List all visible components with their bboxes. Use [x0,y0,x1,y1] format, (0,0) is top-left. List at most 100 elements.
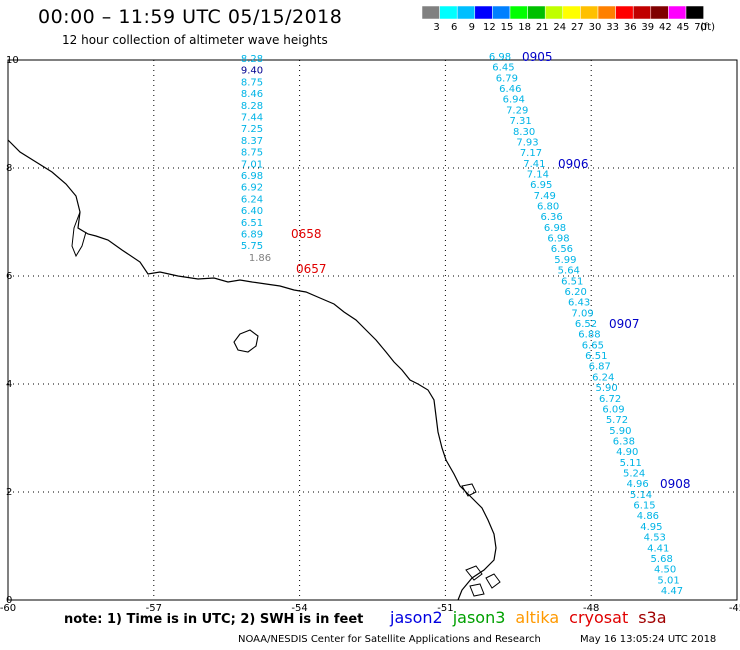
credit-line: NOAA/NESDIS Center for Satellite Applica… [238,634,541,645]
wave-height-value: 4.90 [616,447,638,458]
wave-height-value: 6.38 [613,436,635,447]
wave-height-value: 6.15 [633,501,655,512]
scale-tick-label: 39 [641,22,654,33]
wave-height-value: 6.24 [592,372,614,383]
plot-frame [7,59,738,601]
wave-height-value: 6.24 [241,194,263,205]
y-tick-label: 2 [6,487,12,498]
wave-height-value: 6.56 [551,244,573,255]
scale-swatch [650,5,669,20]
pass-label-0907: 0907 [609,317,640,331]
scale-swatch [597,5,616,20]
wave-height-value: 4.53 [644,533,666,544]
x-axis-ticks: -60 -57 -54 -51 -48 -45 [0,603,740,614]
wave-height-value: 7.14 [527,169,549,180]
y-tick-label: 10 [6,55,19,66]
y-tick-label: 0 [6,595,12,606]
pass-label-0657: 0657 [296,262,327,276]
wave-height-value: 5.14 [630,490,652,501]
wave-height-value: 5.75 [241,241,263,252]
pass-label-0658: 0658 [291,227,322,241]
scale-swatch [544,5,564,20]
pass-labels: 0905 0906 0907 0908 0658 0657 [291,50,691,491]
wave-height-value: 8.30 [513,127,535,138]
wave-height-value: 6.79 [496,73,518,84]
wave-height-value: 4.96 [626,479,648,490]
wave-height-value: 5.99 [554,255,576,266]
coastline [7,139,497,601]
wave-height-value: 4.41 [647,543,669,554]
scale-tick-label: 9 [469,22,475,33]
wave-height-value: 7.93 [516,137,538,148]
wave-height-value: 5.24 [623,469,645,480]
island [233,329,259,353]
scale-tick-label: 24 [553,22,566,33]
x-tick-label: -57 [146,603,162,614]
footer-note: note: 1) Time is in UTC; 2) SWH is in fe… [64,612,364,627]
wave-height-value: 6.98 [241,171,263,182]
wave-height-value: 5.68 [651,554,673,565]
wave-height-value: 6.51 [241,218,263,229]
wave-height-value: 6.51 [585,351,607,362]
wave-height-value: 6.92 [241,183,263,194]
satellite-legend-cryosat: cryosat [569,608,629,627]
scale-tick-label: 6 [451,22,457,33]
satellite-legend-jason2: jason2 [390,608,443,627]
wave-height-value: 6.20 [565,287,587,298]
wave-height-value: 6.52 [575,319,597,330]
wave-height-value: 6.95 [530,180,552,191]
wave-height-value: 4.86 [637,511,659,522]
scale-swatch [456,5,476,20]
scale-tick-label: 3 [433,22,439,33]
wave-height-value: 8.28 [241,54,263,65]
wave-height-value: 6.36 [540,212,562,223]
wave-height-color-scale: 3 6 9 12 15 18 21 24 27 30 33 36 39 42 45 70 [421,5,707,33]
scale-swatch [580,5,599,20]
wave-height-value: 9.40 [241,66,263,77]
wave-height-value: 6.65 [582,340,604,351]
wave-height-value: 6.89 [241,230,263,241]
pass-label-0908: 0908 [660,477,691,491]
satellite-legend: jason2 jason3 altika cryosat s3a [390,608,677,627]
wave-height-value: 6.72 [599,394,621,405]
scale-swatch [685,5,704,20]
scale-tick-label: 42 [659,22,672,33]
scale-tick-label: 15 [501,22,514,33]
wave-height-value: 7.44 [241,113,263,124]
scale-tick-label: 21 [536,22,549,33]
wave-height-value: 4.95 [640,522,662,533]
wave-height-value: 5.90 [596,383,618,394]
pass-label-0906: 0906 [558,157,589,171]
satellite-legend-s3a: s3a [638,608,667,627]
wave-height-value: 6.80 [537,202,559,213]
scale-swatch [509,5,528,20]
y-axis-ticks: 0 2 4 6 8 10 [6,55,19,606]
altimeter-track-west: 8.289.408.758.468.287.447.258.378.757.01… [241,54,271,264]
island-small [461,483,477,497]
wave-height-value: 7.09 [571,308,593,319]
wave-height-value: 6.87 [589,362,611,373]
wave-height-value: 6.98 [544,223,566,234]
scale-swatch [615,5,634,20]
scale-swatch [439,5,458,20]
wave-height-value: 8.28 [241,101,263,112]
scale-tick-label: 45 [677,22,690,33]
map-title: 00:00 – 11:59 UTC 05/15/2018 [38,6,343,28]
scale-swatch [527,5,546,20]
wave-height-value: 7.41 [523,159,545,170]
wave-height-value: 5.11 [620,458,642,469]
altimeter-track-east: 6.986.456.796.466.947.297.318.307.937.17… [489,52,683,597]
scale-swatch [668,5,687,20]
y-tick-label: 4 [6,379,12,390]
wave-height-value: 8.37 [241,136,263,147]
generated-timestamp: May 16 13:05:24 UTC 2018 [580,634,717,645]
wave-height-value: 5.64 [558,266,580,277]
x-tick-label: -48 [583,603,599,614]
scale-tick-label: 27 [571,22,584,33]
x-tick-label: -60 [0,603,16,614]
wave-height-value: 6.46 [499,84,521,95]
map-grid [8,60,737,600]
wave-height-value: 5.90 [609,426,631,437]
x-tick-label: -54 [291,603,307,614]
